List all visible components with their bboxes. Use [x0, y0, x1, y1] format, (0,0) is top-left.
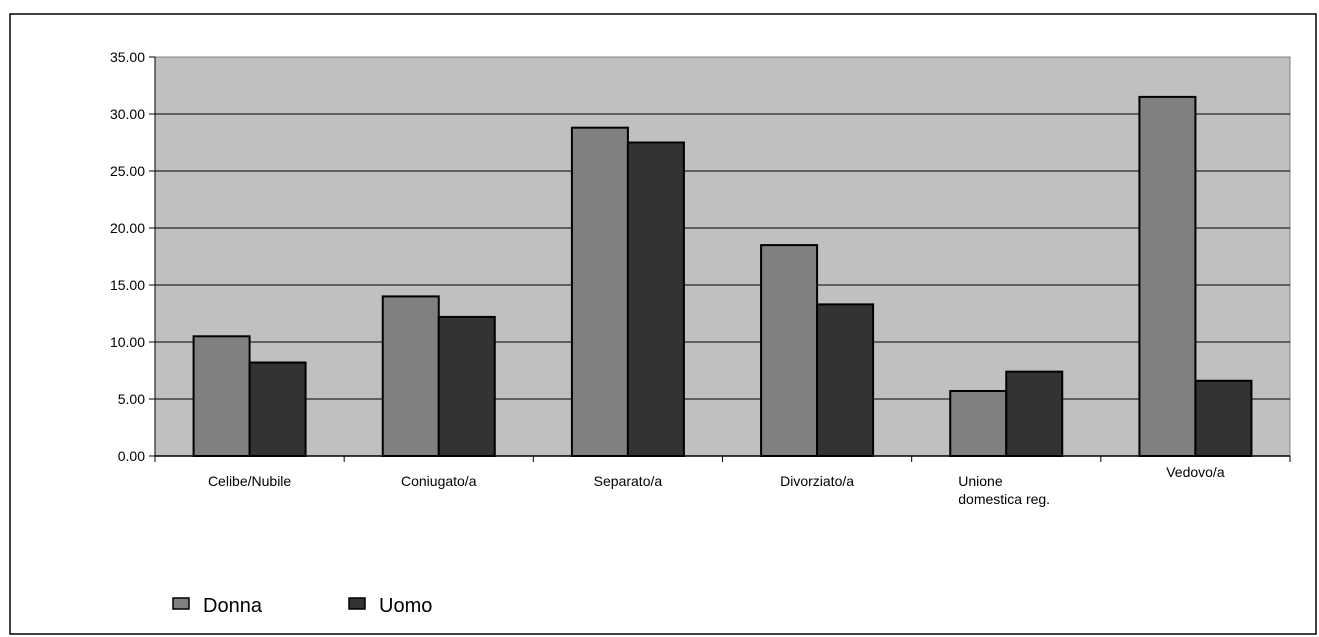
y-tick-label: 25.00	[110, 163, 145, 179]
x-axis: Celibe/Nubile Coniugato/a Separato/a Divorz…	[154, 455, 1291, 507]
bar-donna	[1138, 95, 1197, 458]
bar-donna	[949, 390, 1008, 457]
x-category-label: Divorziato/a	[780, 473, 854, 489]
x-category-label: domestica reg.	[958, 491, 1050, 507]
x-category-label: Separato/a	[594, 473, 663, 489]
bar-uomo	[248, 361, 307, 457]
x-category-label: Unione	[958, 473, 1003, 489]
legend: Donna Uomo	[172, 595, 432, 617]
y-tick-label: 5.00	[118, 391, 145, 407]
x-category-label: Vedovo/a	[1166, 464, 1225, 480]
y-tick-label: 10.00	[110, 334, 145, 350]
legend-swatch-donna	[172, 597, 190, 610]
bar-donna	[570, 126, 629, 458]
bar-uomo	[1005, 370, 1064, 458]
y-tick-label: 15.00	[110, 277, 145, 293]
bar-uomo	[1194, 379, 1253, 458]
bar-uomo	[437, 315, 496, 458]
gridlines	[155, 113, 1290, 400]
bar-uomo	[816, 303, 875, 457]
bar-donna	[381, 295, 440, 457]
y-tick-label: 30.00	[110, 106, 145, 122]
bar-donna	[760, 244, 819, 457]
bar-uomo	[626, 141, 685, 457]
x-category-label: Coniugato/a	[401, 473, 477, 489]
y-axis: 0.00 5.00 10.00 15.00 20.00 25.00 30.00 35.00	[110, 49, 156, 464]
y-tick-label: 35.00	[110, 49, 145, 65]
bars	[192, 95, 1253, 458]
x-category-label: Celibe/Nubile	[208, 473, 291, 489]
legend-swatch-uomo	[348, 597, 366, 610]
plot-area	[154, 56, 1291, 457]
y-tick-label: 20.00	[110, 220, 145, 236]
y-tick-label: 0.00	[118, 448, 145, 464]
bar-donna	[192, 335, 251, 457]
legend-label-donna: Donna	[203, 595, 263, 617]
legend-label-uomo: Uomo	[379, 595, 432, 617]
